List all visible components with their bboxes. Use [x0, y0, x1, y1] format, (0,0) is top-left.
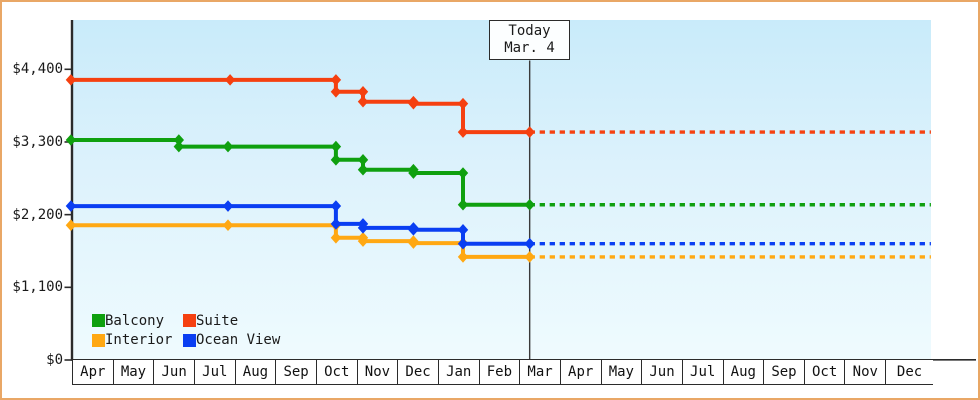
series-marker-suite — [357, 85, 369, 98]
series-marker-suite — [408, 97, 419, 110]
month-cell: Dec — [885, 359, 933, 385]
legend-label: Interior — [105, 332, 173, 349]
y-axis-label: $3,300 — [12, 133, 63, 150]
legend-swatch-icon — [183, 314, 196, 328]
month-cell: Jun — [641, 359, 683, 385]
plot-area — [72, 20, 931, 360]
series-marker-suite — [224, 74, 236, 86]
month-cell: Apr — [72, 359, 114, 385]
series-marker-balcony — [457, 167, 469, 179]
month-cell: Apr — [559, 359, 602, 385]
series-marker-ocean-view — [457, 224, 469, 236]
month-cell: May — [600, 359, 643, 385]
today-date: Mar. 4 — [504, 40, 555, 56]
series-marker-interior — [457, 251, 469, 263]
series-marker-balcony — [65, 134, 77, 146]
legend-item: Suite — [183, 311, 280, 331]
month-cell: Sep — [275, 359, 317, 385]
month-cell: Aug — [234, 359, 277, 385]
legend-swatch-icon — [183, 333, 196, 347]
series-marker-balcony — [524, 198, 535, 211]
series-marker-interior — [357, 235, 369, 247]
series-marker-suite — [330, 85, 342, 98]
series-marker-suite — [330, 74, 342, 86]
legend-label: Balcony — [105, 312, 165, 329]
series-marker-balcony — [330, 140, 342, 153]
series-marker-ocean-view — [457, 237, 469, 250]
legend-item: Ocean View — [183, 331, 280, 351]
month-cell: Jun — [153, 359, 195, 385]
month-cell: Feb — [478, 359, 521, 385]
month-cell: Aug — [722, 359, 765, 385]
series-marker-suite — [65, 74, 77, 86]
series-marker-balcony — [408, 167, 419, 179]
series-marker-suite — [524, 126, 535, 138]
series-marker-interior — [408, 237, 419, 249]
series-marker-balcony — [330, 154, 342, 166]
month-cell: May — [112, 359, 155, 385]
series-marker-ocean-view — [65, 200, 77, 212]
y-axis-label: $0 — [46, 352, 63, 368]
series-marker-balcony — [357, 154, 369, 166]
legend-swatch-icon — [92, 314, 105, 328]
month-cell: Sep — [763, 359, 805, 385]
series-marker-balcony — [457, 198, 469, 211]
series-marker-interior — [330, 231, 342, 244]
series-marker-suite — [457, 97, 469, 110]
series-marker-interior — [222, 219, 234, 232]
legend: Balcony Suite Interior Ocean View — [92, 311, 280, 350]
series-marker-ocean-view — [330, 200, 342, 212]
legend-item: Balcony — [92, 311, 183, 331]
legend-swatch-icon — [92, 333, 105, 347]
series-marker-balcony — [357, 163, 369, 176]
series-marker-ocean-view — [524, 237, 535, 250]
month-cell: Nov — [356, 359, 399, 385]
month-cell: Jul — [193, 359, 236, 385]
series-marker-interior — [65, 219, 77, 232]
month-cell: Dec — [397, 359, 439, 385]
month-cell: Mar — [519, 359, 561, 385]
series-marker-ocean-view — [408, 224, 419, 236]
series-marker-suite — [457, 126, 469, 138]
y-axis-label: $2,200 — [12, 206, 63, 223]
legend-item: Interior — [92, 331, 183, 351]
month-cell: Oct — [803, 359, 846, 385]
series-marker-balcony — [222, 140, 234, 153]
series-marker-ocean-view — [222, 200, 234, 212]
legend-label: Suite — [196, 312, 239, 329]
y-axis-label: $4,400 — [12, 61, 63, 78]
month-cell: Jan — [437, 359, 480, 385]
y-axis-label: $1,100 — [12, 279, 63, 296]
month-cell: Nov — [844, 359, 887, 385]
legend-label: Ocean View — [196, 332, 281, 349]
month-cell: Jul — [681, 359, 724, 385]
series-marker-balcony — [173, 140, 185, 153]
series-marker-suite — [357, 95, 369, 108]
series-marker-interior — [524, 251, 535, 263]
series-marker-balcony — [173, 134, 185, 146]
series-marker-ocean-view — [357, 222, 369, 234]
today-label: Today — [508, 23, 551, 39]
series-marker-ocean-view — [330, 218, 342, 230]
month-cell: Oct — [315, 359, 358, 385]
today-box: Today Mar. 4 — [489, 20, 570, 60]
x-axis-month-row: Apr May Jun Jul Aug Sep Oct Nov Dec Jan Feb Mar Apr M… — [72, 359, 933, 385]
